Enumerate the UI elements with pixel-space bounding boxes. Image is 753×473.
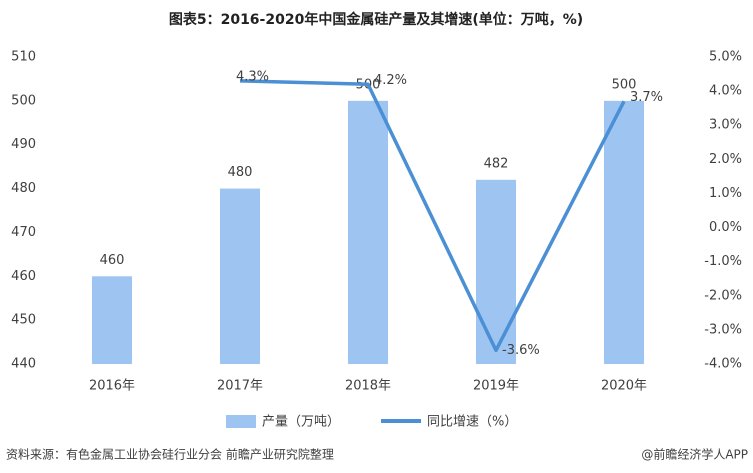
bar-label: 500 (612, 77, 637, 92)
y2-tick-label: 2.0% (709, 152, 742, 167)
y-tick-label: 460 (11, 269, 36, 284)
line-label: 4.3% (236, 69, 269, 84)
line-label: 3.7% (630, 90, 663, 105)
x-tick-label: 2017年 (217, 379, 263, 394)
y2-tick-label: 4.0% (709, 84, 742, 99)
line (239, 79, 626, 353)
x-tick-label: 2019年 (473, 379, 519, 394)
y2-tick-label: -3.0% (704, 322, 742, 337)
bar-label: 460 (100, 253, 125, 268)
source: 资料来源：有色金属工业协会硅行业分会 前瞻产业研究院整理 (6, 447, 334, 462)
y-tick-label: 450 (11, 313, 36, 328)
x-tick-label: 2016年 (89, 379, 135, 394)
y-tick-label: 510 (11, 50, 36, 65)
y2-tick-label: 5.0% (709, 50, 742, 65)
chart-title: 图表5：2016-2020年中国金属硅产量及其增速(单位：万吨，%) (169, 11, 583, 28)
y-tick-label: 500 (11, 93, 36, 108)
bar (92, 276, 132, 364)
bar-label: 480 (228, 165, 253, 180)
y-tick-label: 480 (11, 181, 36, 196)
bar (220, 188, 260, 364)
y2-tick-label: -1.0% (704, 254, 742, 269)
y2-tick-label: 0.0% (709, 220, 742, 235)
x-tick-label: 2018年 (345, 379, 391, 394)
line-label: -3.6% (502, 343, 540, 358)
x-tick-label: 2020年 (601, 379, 647, 394)
credit: @前瞻经济学人APP (641, 447, 748, 462)
legend-label: 同比增速（%） (427, 415, 517, 430)
y-tick-label: 490 (11, 137, 36, 152)
y-tick-label: 470 (11, 225, 36, 240)
bar (476, 179, 516, 364)
legend-label: 产量（万吨） (262, 415, 340, 430)
y2-tick-label: -2.0% (704, 288, 742, 303)
y2-tick-label: 1.0% (709, 186, 742, 201)
bar (604, 100, 644, 364)
bar (348, 100, 388, 364)
y-tick-label: 440 (11, 357, 36, 372)
bar-label: 482 (484, 156, 509, 171)
y2-tick-label: -4.0% (704, 357, 742, 372)
line-label: 4.2% (374, 73, 407, 88)
y2-tick-label: 3.0% (709, 118, 742, 133)
legend-swatch (226, 415, 256, 428)
